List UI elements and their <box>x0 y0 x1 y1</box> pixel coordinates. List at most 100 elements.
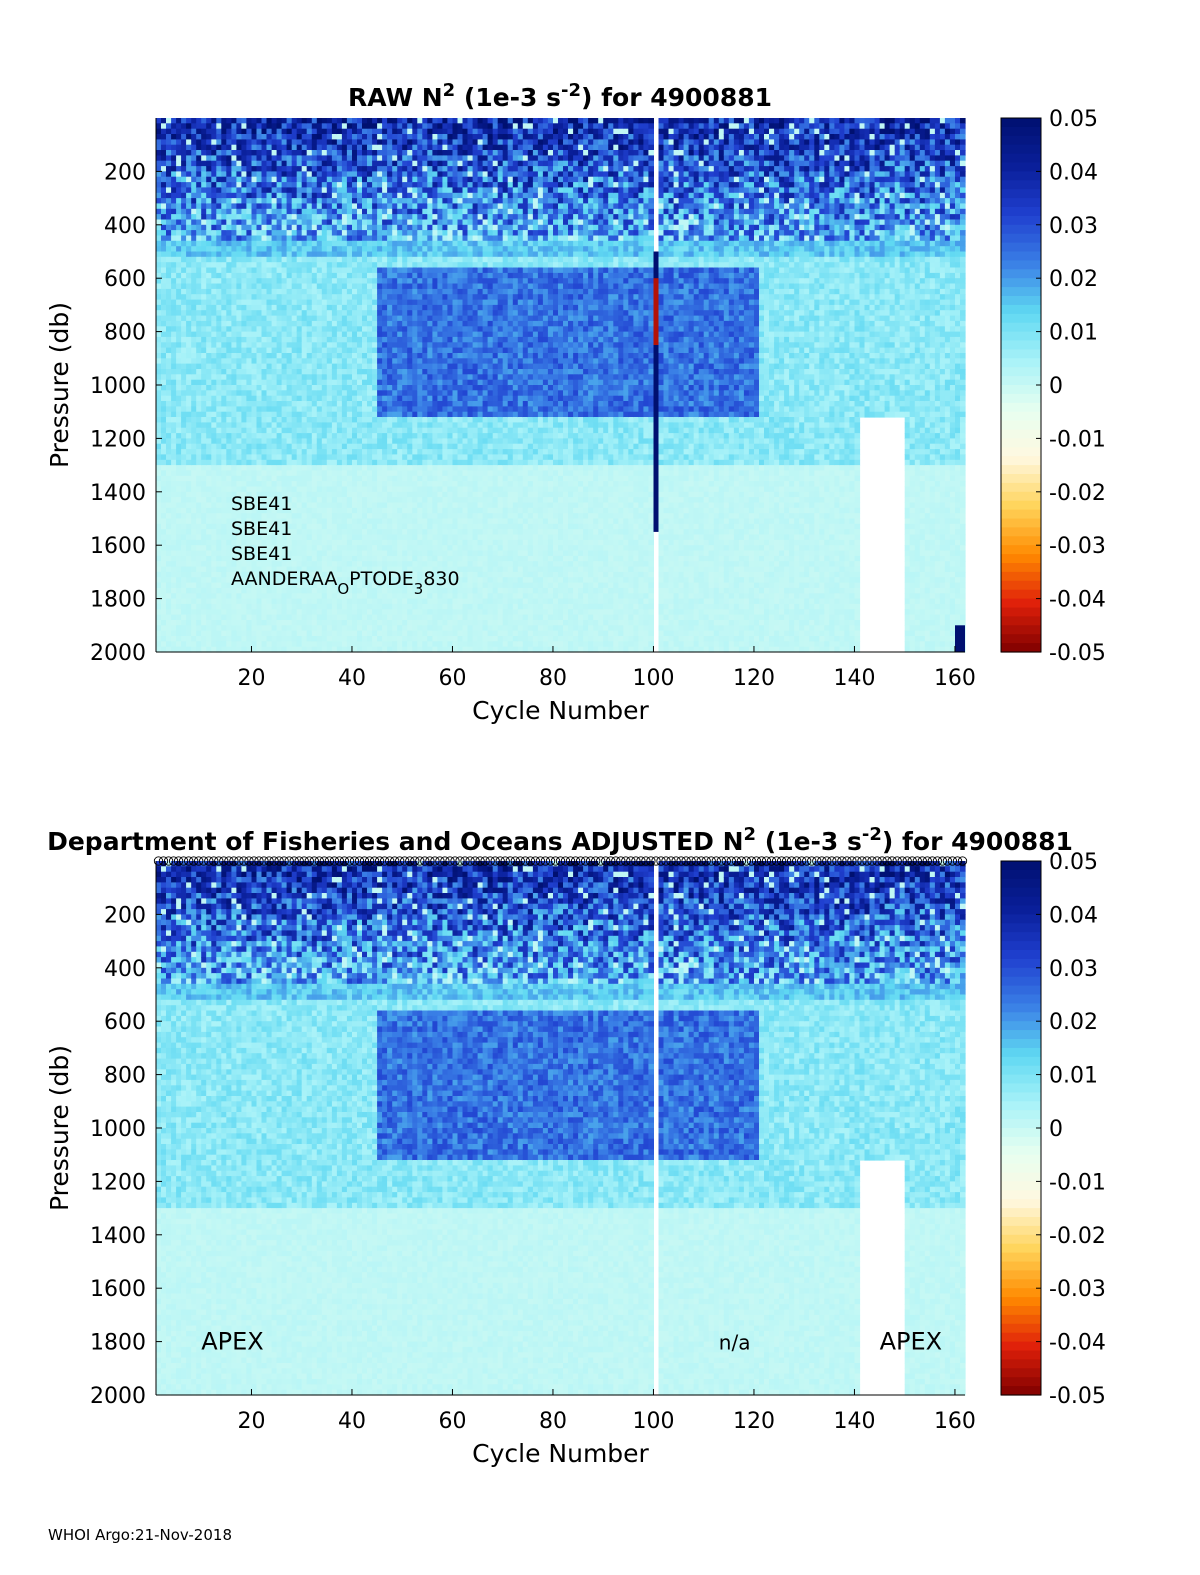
heatmap-cell <box>226 150 232 156</box>
heatmap-cell <box>257 358 263 364</box>
heatmap-cell <box>226 625 232 631</box>
heatmap-cell <box>226 487 232 493</box>
heatmap-cell <box>161 470 167 476</box>
heatmap-cell <box>161 529 167 535</box>
heatmap-cell <box>252 241 258 247</box>
heatmap-cell <box>196 203 202 209</box>
heatmap-cell <box>272 444 278 450</box>
heatmap-cell <box>186 593 192 599</box>
heatmap-cell <box>191 545 197 551</box>
heatmap-cell <box>221 503 227 509</box>
heatmap-cell <box>181 497 187 503</box>
heatmap-cell <box>282 412 288 418</box>
heatmap-cell <box>156 513 162 519</box>
heatmap-cell <box>226 262 232 268</box>
heatmap-cell <box>166 134 172 140</box>
heatmap-cell <box>171 641 177 647</box>
heatmap-cell <box>252 310 258 316</box>
heatmap-cell <box>297 316 303 322</box>
heatmap-cell <box>171 412 177 418</box>
heatmap-cell <box>267 609 273 615</box>
heatmap-cell <box>272 342 278 348</box>
heatmap-cell <box>282 166 288 172</box>
heatmap-cell <box>282 454 288 460</box>
heatmap-cell <box>246 417 252 423</box>
heatmap-cell <box>282 460 288 466</box>
heatmap-cell <box>226 134 232 140</box>
heatmap-cell <box>257 428 263 434</box>
heatmap-cell <box>272 161 278 167</box>
heatmap-cell <box>246 123 252 129</box>
heatmap-cell <box>287 300 293 306</box>
heatmap-cell <box>277 252 283 258</box>
heatmap-cell <box>297 257 303 263</box>
heatmap-cell <box>231 390 237 396</box>
heatmap-cell <box>191 449 197 455</box>
heatmap-cell <box>211 262 217 268</box>
heatmap-cell <box>191 374 197 380</box>
heatmap-cell <box>272 348 278 354</box>
heatmap-cell <box>257 609 263 615</box>
heatmap-cell <box>267 220 273 226</box>
heatmap-cell <box>201 182 207 188</box>
heatmap-cell <box>297 310 303 316</box>
heatmap-cell <box>196 241 202 247</box>
heatmap-cell <box>216 556 222 562</box>
heatmap-cell <box>166 535 172 541</box>
heatmap-cell <box>287 358 293 364</box>
heatmap-cell <box>181 150 187 156</box>
heatmap-cell <box>282 257 288 263</box>
heatmap-cell <box>206 503 212 509</box>
heatmap-cell <box>191 641 197 647</box>
heatmap-cell <box>206 422 212 428</box>
heatmap-cell <box>206 593 212 599</box>
heatmap-cell <box>196 556 202 562</box>
heatmap-cell <box>241 476 247 482</box>
heatmap-cell <box>277 203 283 209</box>
heatmap-cell <box>257 273 263 279</box>
heatmap-cell <box>201 316 207 322</box>
heatmap-cell <box>241 396 247 402</box>
heatmap-cell <box>211 599 217 605</box>
heatmap-cell <box>231 220 237 226</box>
heatmap-cell <box>282 134 288 140</box>
heatmap-cell <box>161 123 167 129</box>
heatmap-cell <box>292 220 298 226</box>
heatmap-cell <box>196 166 202 172</box>
heatmap-cell <box>196 316 202 322</box>
heatmap-cell <box>231 374 237 380</box>
heatmap-cell <box>262 193 268 199</box>
heatmap-cell <box>236 209 242 215</box>
heatmap-cell <box>216 470 222 476</box>
heatmap-cell <box>171 220 177 226</box>
heatmap-cell <box>211 577 217 583</box>
heatmap-cell <box>171 150 177 156</box>
heatmap-cell <box>186 599 192 605</box>
heatmap-cell <box>262 380 268 386</box>
heatmap-cell <box>171 390 177 396</box>
heatmap-cell <box>246 268 252 274</box>
heatmap-cell <box>191 385 197 391</box>
heatmap-cell <box>201 636 207 642</box>
heatmap-cell <box>171 519 177 525</box>
heatmap-cell <box>156 129 162 135</box>
heatmap-cell <box>206 161 212 167</box>
heatmap-cell <box>246 289 252 295</box>
heatmap-cell <box>201 321 207 327</box>
heatmap-cell <box>216 257 222 263</box>
heatmap-cell <box>176 422 182 428</box>
heatmap-cell <box>161 278 167 284</box>
heatmap-cell <box>262 257 268 263</box>
heatmap-cell <box>252 374 258 380</box>
heatmap-cell <box>252 487 258 493</box>
heatmap-cell <box>216 369 222 375</box>
heatmap-cell <box>171 422 177 428</box>
heatmap-cell <box>241 422 247 428</box>
heatmap-cell <box>257 150 263 156</box>
heatmap-cell <box>156 358 162 364</box>
heatmap-cell <box>287 385 293 391</box>
heatmap-cell <box>221 476 227 482</box>
heatmap-cell <box>221 203 227 209</box>
heatmap-cell <box>186 631 192 637</box>
heatmap-cell <box>206 588 212 594</box>
